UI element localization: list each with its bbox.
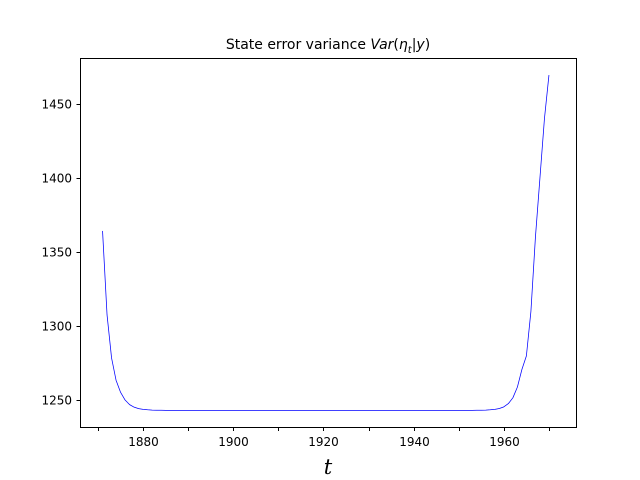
- x-axis-label: t: [324, 455, 333, 479]
- y-tick-label: 1300: [41, 320, 72, 334]
- x-axis-ticks: 1880 1900 1920 1940 1960: [98, 427, 550, 449]
- x-tick-label: 1880: [128, 435, 159, 449]
- series-line: [102, 75, 550, 411]
- x-tick-label: 1920: [308, 435, 339, 449]
- plot-frame: [80, 58, 577, 428]
- x-tick-label: 1900: [218, 435, 249, 449]
- chart-title: State error variance Var(ηt|y): [226, 37, 430, 56]
- y-axis-ticks: 1250 1300 1350 1400 1450: [41, 98, 81, 408]
- y-tick-label: 1250: [41, 394, 72, 408]
- y-tick-label: 1400: [41, 172, 72, 186]
- series-layer: [102, 75, 550, 411]
- x-tick-label: 1960: [489, 435, 520, 449]
- y-tick-label: 1350: [41, 246, 72, 260]
- y-tick-label: 1450: [41, 98, 72, 112]
- x-tick-label: 1940: [399, 435, 430, 449]
